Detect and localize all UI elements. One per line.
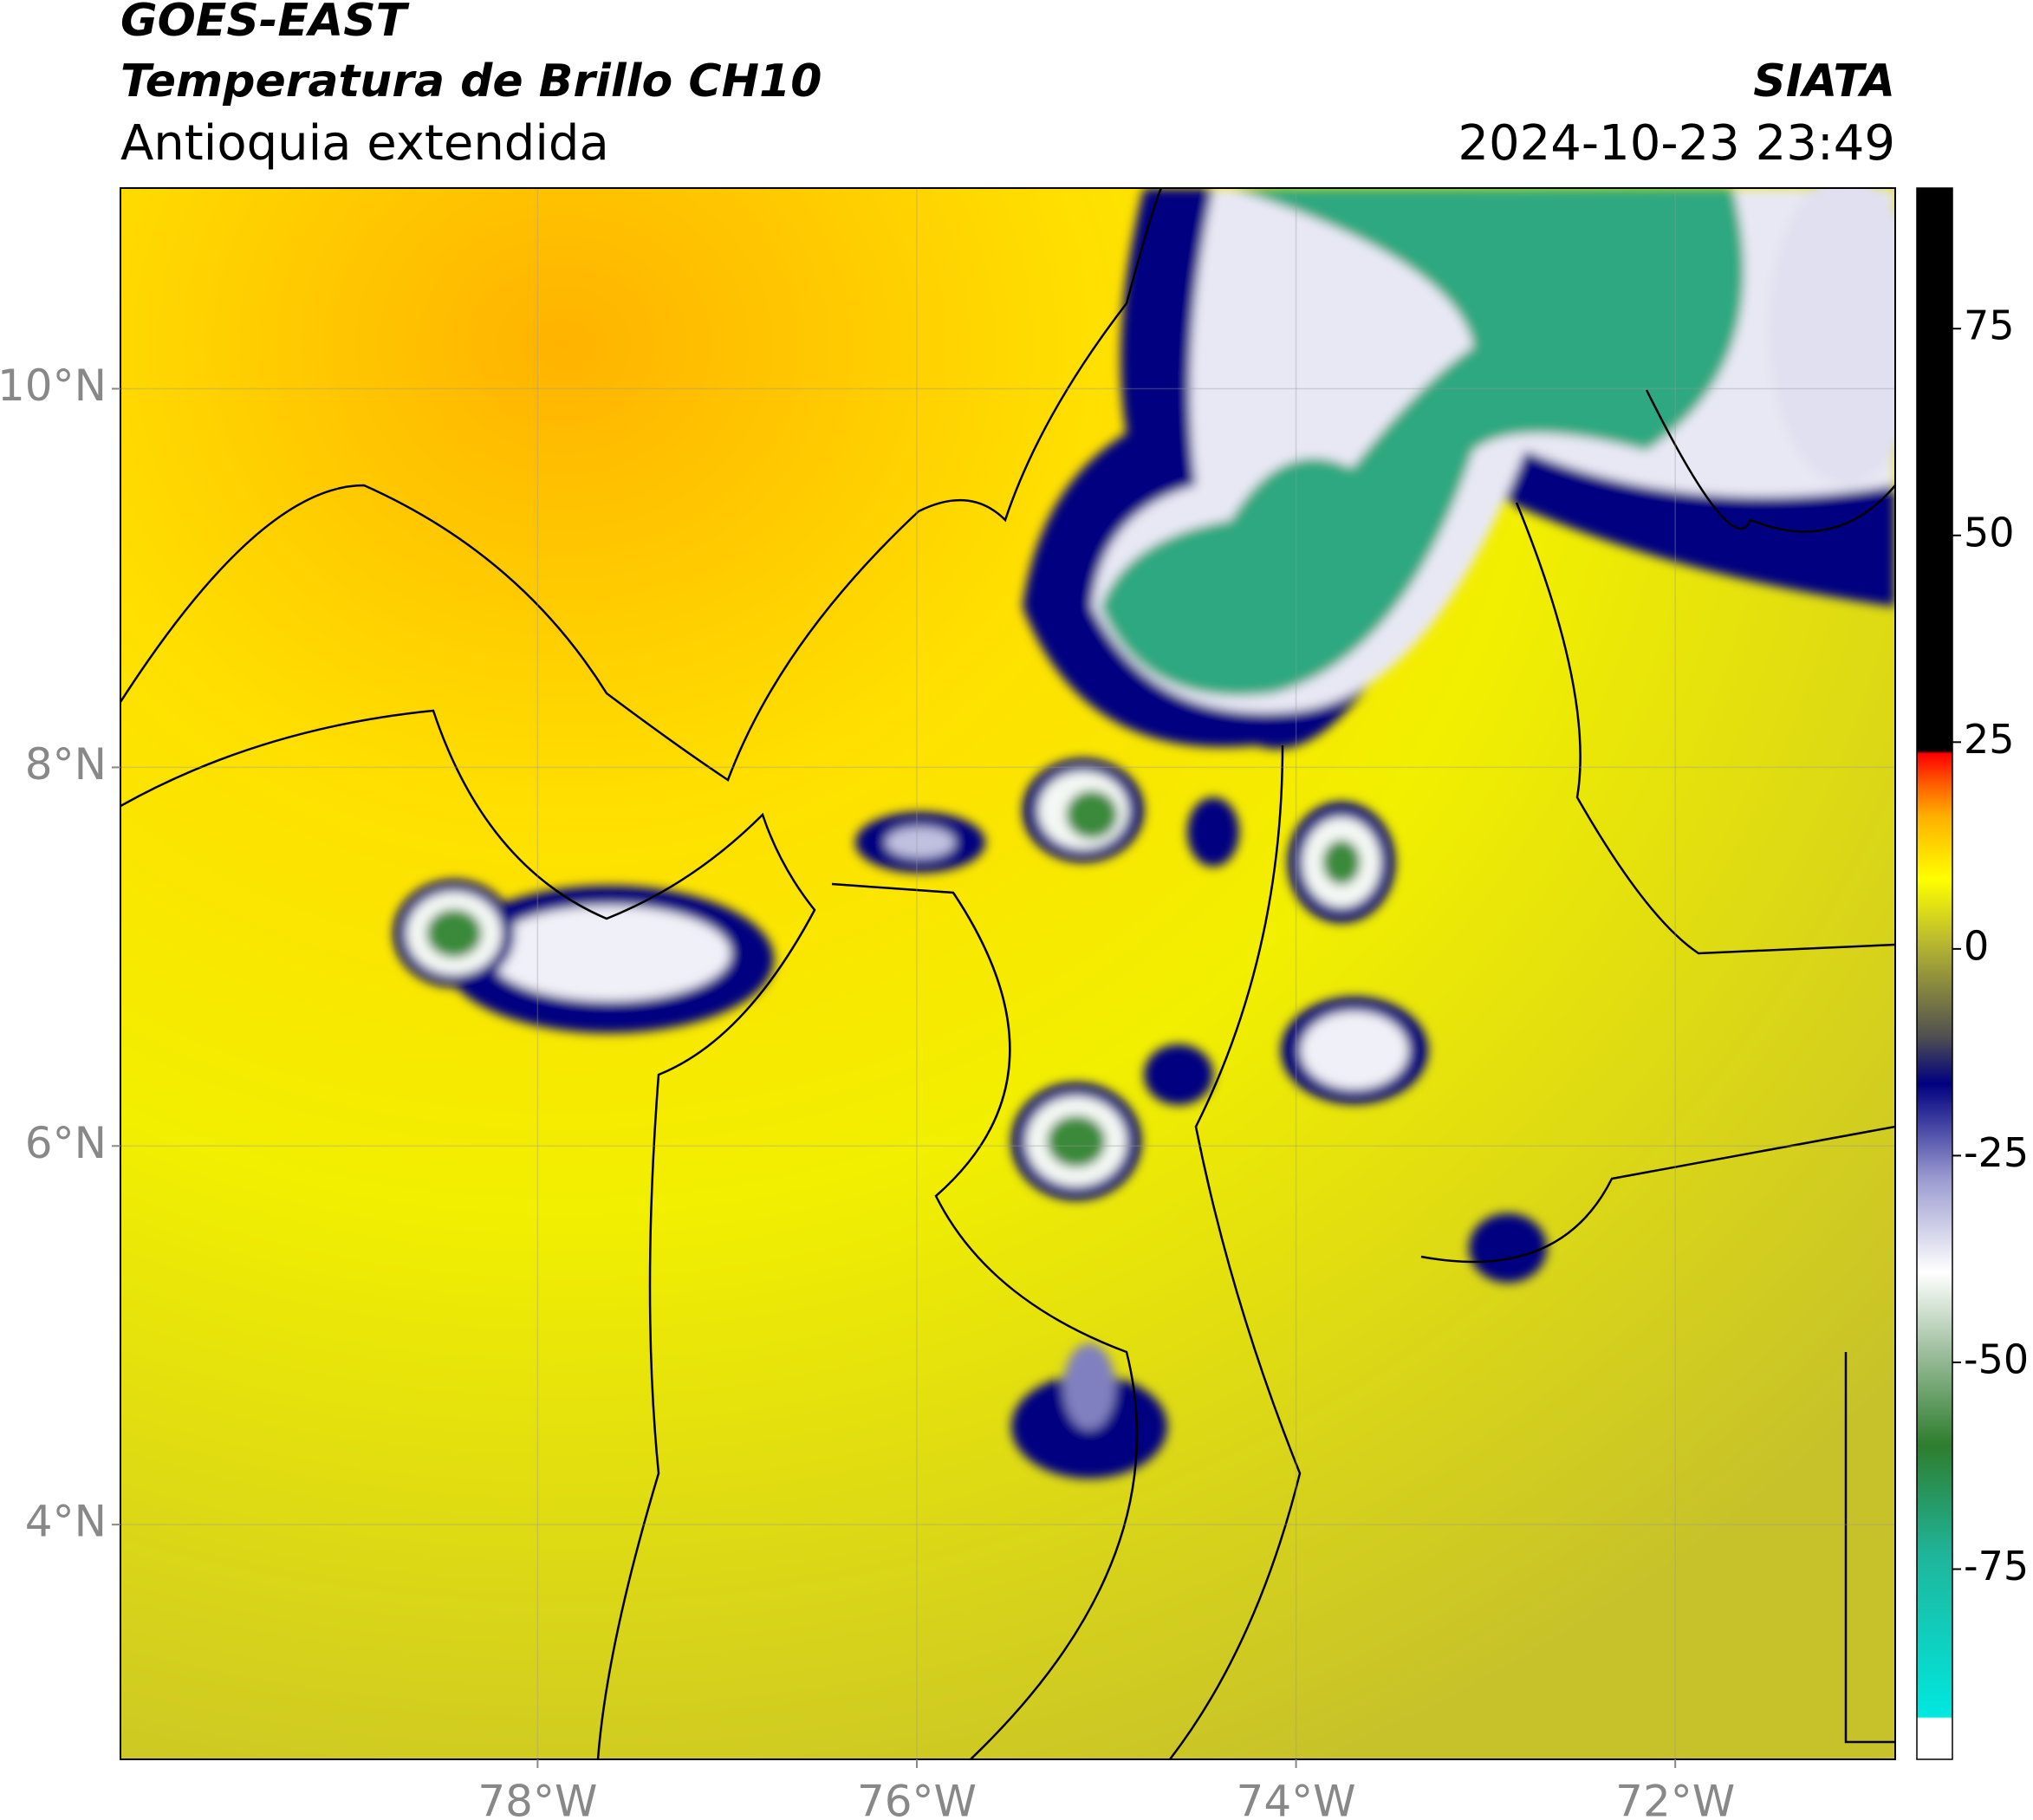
- x-tick-label: 74°W: [1237, 1777, 1356, 1820]
- region-subtitle: Antioquia extendida: [120, 115, 609, 172]
- y-tick-label: 10°N: [0, 361, 107, 411]
- colorbar-tick-label: -50: [1964, 1336, 2029, 1382]
- graticule: [120, 188, 1895, 1759]
- y-tick-label: 8°N: [25, 739, 107, 790]
- cloud-tops: [393, 188, 1895, 1479]
- colorbar-tick-label: 75: [1964, 302, 2015, 349]
- colorbar-tick-label: 25: [1964, 716, 2015, 763]
- colorbar-tick-label: -25: [1964, 1129, 2029, 1176]
- x-tick-label: 76°W: [857, 1777, 977, 1820]
- product-title: Temperatura de Brillo CH10: [120, 55, 822, 107]
- colorbar: [1916, 187, 1953, 1760]
- colorbar-tick-label: 50: [1964, 509, 2015, 556]
- y-tick-label: 6°N: [25, 1118, 107, 1168]
- map-frame: [120, 187, 1896, 1760]
- x-tick-label: 72°W: [1615, 1777, 1735, 1820]
- datetime-label: 2024-10-23 23:49: [1458, 115, 1895, 172]
- y-tick-label: 4°N: [25, 1497, 107, 1547]
- coastlines: [120, 188, 1895, 1759]
- map-image: [120, 188, 1895, 1759]
- agency-label: SIATA: [1753, 55, 1895, 107]
- colorbar-tick-label: 0: [1964, 922, 1989, 969]
- satellite-title: GOES-EAST: [120, 0, 410, 47]
- x-tick-label: 78°W: [477, 1777, 597, 1820]
- colorbar-tick-label: -75: [1964, 1543, 2029, 1589]
